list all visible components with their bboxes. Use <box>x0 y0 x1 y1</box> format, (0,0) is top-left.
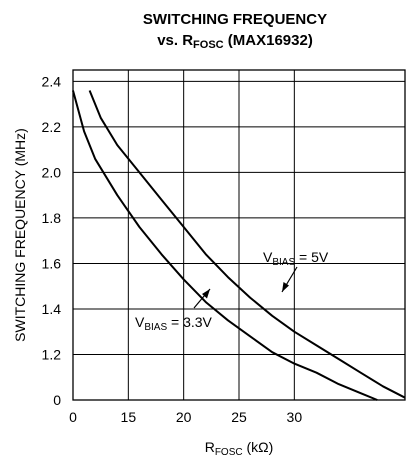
x-tick-label: 30 <box>287 409 303 425</box>
y-tick-label: 2.0 <box>42 164 62 180</box>
annotation-vbias-5v-sub: BIAS <box>272 257 295 268</box>
annotation-vbias-5v-tail: = 5V <box>295 249 329 265</box>
x-tick-label: 15 <box>121 409 137 425</box>
x-tick-label: 20 <box>176 409 192 425</box>
arrowhead-vbias-33v <box>202 289 210 299</box>
gridlines <box>73 70 405 400</box>
x-tick-label: 25 <box>231 409 247 425</box>
series-line-0 <box>88 90 406 399</box>
annotation-vbias-33v-sub: BIAS <box>144 322 167 333</box>
chart-subtitle-tail: (MAX16932) <box>224 32 313 49</box>
annotation-vbias-5v-main: V <box>263 249 273 265</box>
y-tick-label: 0 <box>53 392 61 408</box>
ticks: 0 15 20 25 30 0 1.2 1.4 1.6 1.8 2.0 2.2 2.4 <box>42 73 303 425</box>
chart-subtitle: vs. RFOSC (MAX16932) <box>157 32 313 51</box>
x-tick-label: 0 <box>69 409 77 425</box>
annotation-vbias-33v-tail: = 3.3V <box>167 314 212 330</box>
annotation-vbias-33v-main: V <box>135 314 145 330</box>
y-tick-label: 1.8 <box>42 210 62 226</box>
x-axis-label-main: R <box>205 439 215 455</box>
chart-title: SWITCHING FREQUENCY <box>143 11 327 28</box>
annotation-vbias-33v: VBIAS = 3.3V <box>135 314 213 333</box>
series-line-1 <box>72 90 378 401</box>
plot-frame <box>72 69 406 401</box>
chart-subtitle-main: vs. R <box>157 32 193 49</box>
y-axis-label: SWITCHING FREQUENCY (MHz) <box>12 128 28 342</box>
x-axis-label-sub: FOSC <box>215 447 243 458</box>
y-tick-label: 2.4 <box>42 73 62 89</box>
annotation-vbias-5v: VBIAS = 5V <box>263 249 329 268</box>
y-tick-label: 1.2 <box>42 346 62 362</box>
x-axis-label-tail: (kΩ) <box>243 439 274 455</box>
y-tick-label: 1.6 <box>42 255 62 271</box>
y-tick-label: 2.2 <box>42 119 62 135</box>
series <box>72 90 406 401</box>
y-tick-label: 1.4 <box>42 301 62 317</box>
chart-subtitle-sub: FOSC <box>193 39 224 51</box>
arrowhead-vbias-5v <box>282 282 289 292</box>
x-axis-label: RFOSC (kΩ) <box>205 439 274 458</box>
